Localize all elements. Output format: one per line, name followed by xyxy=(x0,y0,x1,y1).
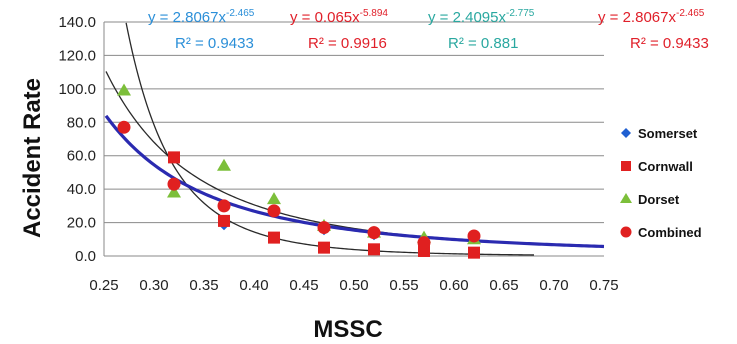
cornwall-point xyxy=(318,241,330,254)
r-squared-text: R² = 0.9916 xyxy=(308,35,387,52)
r-squared-text: R² = 0.881 xyxy=(448,35,518,52)
legend-label: Cornwall xyxy=(638,159,693,174)
x-tick-label: 0.50 xyxy=(339,277,368,294)
gridlines xyxy=(103,21,604,257)
x-tick-label: 0.60 xyxy=(439,277,468,294)
y-tick-label: 20.0 xyxy=(67,215,96,232)
x-tick-label: 0.70 xyxy=(539,277,568,294)
equation-text: y = 0.065x-5.894 xyxy=(290,8,388,26)
r-squared-text: R² = 0.9433 xyxy=(630,35,709,52)
cornwall-point xyxy=(218,214,230,227)
x-axis-title: MSSC xyxy=(313,316,382,343)
legend-item-cornwall: Cornwall xyxy=(621,159,693,174)
y-axis-title: Accident Rate xyxy=(19,78,46,238)
y-tick-label: 100.0 xyxy=(58,81,96,98)
x-tick-label: 0.30 xyxy=(139,277,168,294)
legend-label: Combined xyxy=(638,225,702,240)
equation-text: y = 2.4095x-2.775 xyxy=(428,8,535,26)
trendline-equations: y = 2.8067x-2.465 R² = 0.9433 y = 0.065x-5… xyxy=(148,8,709,52)
legend-marker xyxy=(620,193,632,203)
legend-marker xyxy=(620,226,632,238)
x-tick-label: 0.45 xyxy=(289,277,318,294)
y-tick-label: 80.0 xyxy=(67,114,96,131)
legend-item-dorset: Dorset xyxy=(620,192,680,207)
dorset-point xyxy=(217,158,231,171)
data-points xyxy=(117,83,481,259)
legend-label: Dorset xyxy=(638,192,680,207)
combined-point xyxy=(267,204,281,218)
x-tick-label: 0.55 xyxy=(389,277,418,294)
combined-point xyxy=(467,229,481,243)
y-tick-label: 140.0 xyxy=(58,14,96,31)
dorset-point xyxy=(267,192,281,205)
y-axis-ticks: 0.0 20.0 40.0 60.0 80.0 100.0 120.0 140.0 xyxy=(58,14,96,265)
legend-item-combined: Combined xyxy=(620,225,702,240)
cornwall-point xyxy=(368,243,380,256)
cornwall-point xyxy=(268,231,280,244)
combined-point xyxy=(167,177,181,191)
legend-marker xyxy=(621,161,631,171)
x-axis-ticks: 0.25 0.30 0.35 0.40 0.45 0.50 0.55 0.60 0.65 0.70… xyxy=(89,277,618,294)
equation-text: y = 2.8067x-2.465 xyxy=(148,8,255,26)
combined-point xyxy=(367,226,381,240)
dorset-point xyxy=(117,83,131,96)
x-tick-label: 0.75 xyxy=(589,277,618,294)
trendline xyxy=(125,22,535,256)
x-tick-label: 0.35 xyxy=(189,277,218,294)
legend-marker xyxy=(621,128,631,138)
dorset-point xyxy=(167,185,181,198)
x-tick-label: 0.40 xyxy=(239,277,268,294)
y-tick-label: 40.0 xyxy=(67,181,96,198)
combined-point xyxy=(117,120,131,134)
x-tick-label: 0.25 xyxy=(89,277,118,294)
x-tick-label: 0.65 xyxy=(489,277,518,294)
r-squared-text: R² = 0.9433 xyxy=(175,35,254,52)
legend-item-somerset: Somerset xyxy=(621,126,698,141)
y-tick-label: 0.0 xyxy=(75,248,96,265)
y-tick-label: 120.0 xyxy=(58,47,96,64)
combined-point xyxy=(217,199,231,213)
cornwall-point xyxy=(468,246,480,259)
y-tick-label: 60.0 xyxy=(67,148,96,165)
cornwall-point xyxy=(168,151,180,164)
equation-text: y = 2.8067x-2.465 xyxy=(598,8,705,26)
trendline xyxy=(104,114,605,249)
legend-label: Somerset xyxy=(638,126,698,141)
legend: Somerset Cornwall Dorset Combined xyxy=(620,126,702,240)
trendlines xyxy=(104,22,605,256)
combined-point xyxy=(317,221,331,235)
combined-point xyxy=(417,236,431,250)
